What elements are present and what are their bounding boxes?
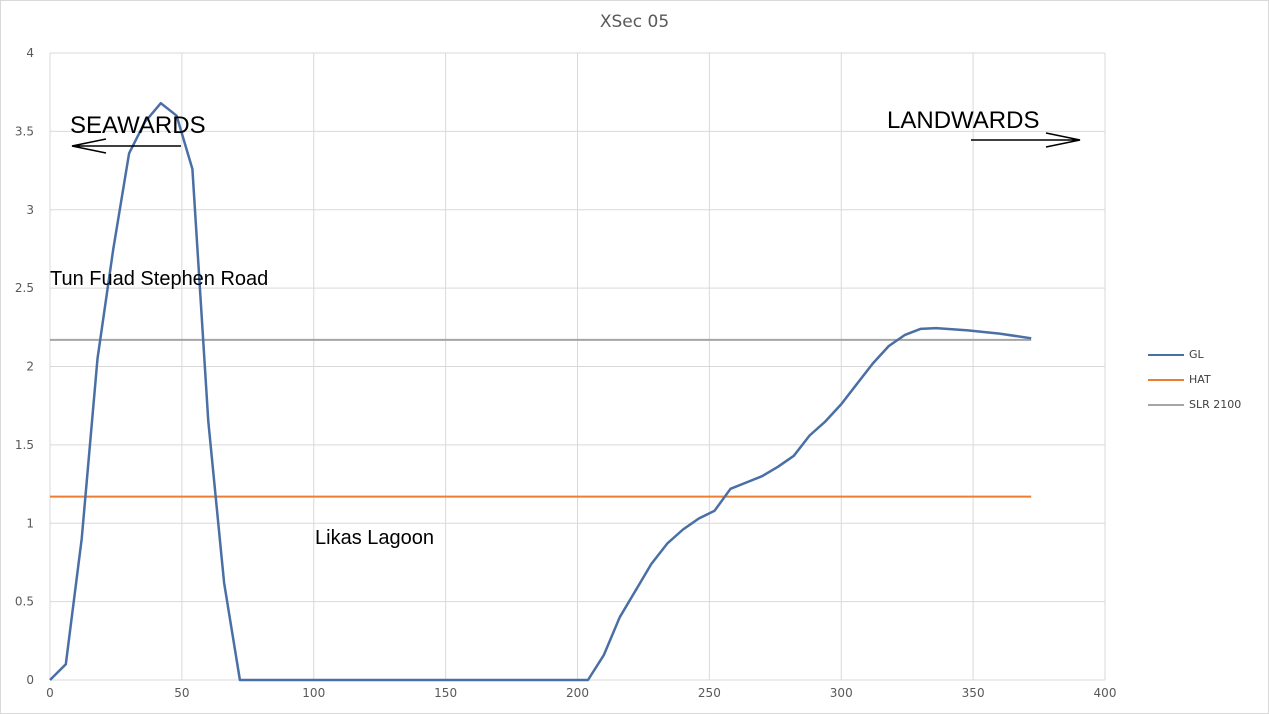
y-tick-label: 3 xyxy=(26,203,34,217)
legend-label: SLR 2100 xyxy=(1189,398,1242,411)
legend-swatch-icon xyxy=(1148,353,1184,356)
y-tick-label: 2 xyxy=(26,360,34,374)
y-tick-label: 4 xyxy=(26,46,34,60)
legend-item: HAT xyxy=(1148,367,1241,392)
x-tick-label: 300 xyxy=(830,686,853,700)
x-tick-label: 200 xyxy=(566,686,589,700)
gridlines xyxy=(49,52,1106,681)
legend-item: GL xyxy=(1148,342,1241,367)
x-tick-label: 0 xyxy=(46,686,54,700)
x-tick-label: 250 xyxy=(698,686,721,700)
landwards-arrow-icon xyxy=(971,132,1081,148)
road-label: Tun Fuad Stephen Road xyxy=(50,268,268,290)
x-tick-label: 400 xyxy=(1094,686,1117,700)
y-tick-label: 3.5 xyxy=(15,124,34,138)
y-tick-label: 1.5 xyxy=(15,438,34,452)
x-tick-label: 350 xyxy=(962,686,985,700)
y-tick-label: 1 xyxy=(26,516,34,530)
legend-label: GL xyxy=(1189,348,1204,361)
x-tick-label: 50 xyxy=(174,686,189,700)
annotations: SEAWARDS LANDWARDS Tun Fuad Stephen Road Li… xyxy=(50,107,1081,549)
y-tick-label: 2.5 xyxy=(15,281,34,295)
legend: GL HAT SLR 2100 xyxy=(1148,342,1241,417)
series-lines xyxy=(49,101,1032,682)
landwards-label: LANDWARDS xyxy=(887,107,1039,134)
y-tick-label: 0 xyxy=(26,673,34,687)
legend-swatch-icon xyxy=(1148,403,1184,406)
lagoon-label: Likas Lagoon xyxy=(315,527,434,549)
y-tick-label: 0.5 xyxy=(15,595,34,609)
x-tick-label: 100 xyxy=(302,686,325,700)
series-gl xyxy=(49,101,1032,682)
axis-ticks: 0 0.5 1 1.5 2 2.5 3 3.5 4 0 50 100 150 200 250 300 350 40… xyxy=(15,46,1117,700)
seawards-label: SEAWARDS xyxy=(70,112,206,139)
seawards-arrow-icon xyxy=(71,138,181,154)
chart-title: XSec 05 xyxy=(599,12,670,32)
legend-label: HAT xyxy=(1189,373,1211,386)
x-tick-label: 150 xyxy=(434,686,457,700)
legend-swatch-icon xyxy=(1148,378,1184,381)
legend-item: SLR 2100 xyxy=(1148,392,1241,417)
